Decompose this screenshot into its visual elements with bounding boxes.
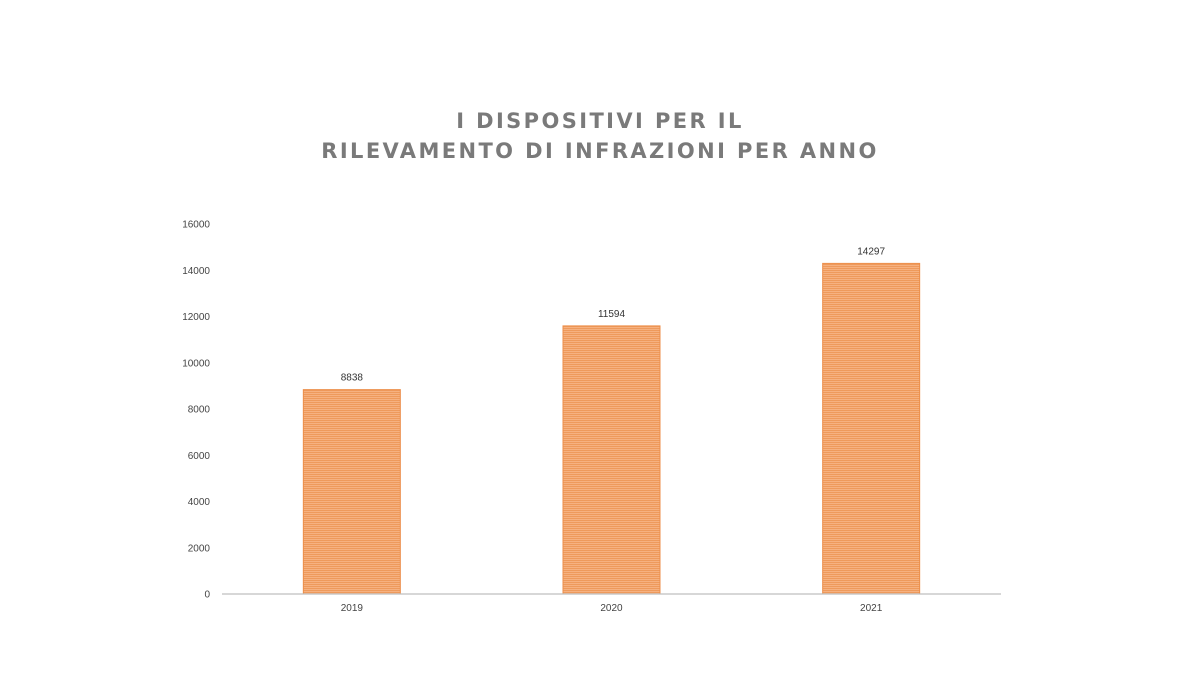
- y-tick-label: 10000: [182, 358, 210, 369]
- bar-2019: [302, 389, 401, 595]
- data-label-2019: 8838: [341, 373, 364, 384]
- chart-title-line-2: RILEVAMENTO DI INFRAZIONI PER ANNO: [321, 139, 879, 163]
- chart-title: I DISPOSITIVI PER IL RILEVAMENTO DI INFR…: [0, 106, 1200, 166]
- y-tick-label: 2000: [188, 543, 211, 554]
- bars-group: [302, 262, 921, 595]
- y-tick-label: 14000: [182, 266, 210, 277]
- y-tick-label: 4000: [188, 497, 211, 508]
- chart-title-line-1: I DISPOSITIVI PER IL: [456, 109, 744, 133]
- y-tick-label: 0: [204, 590, 210, 601]
- data-labels-group: 8838 11594 14297: [341, 246, 886, 383]
- bar-2020: [562, 325, 661, 595]
- x-tick-label: 2020: [600, 603, 623, 614]
- y-tick-label: 6000: [188, 451, 211, 462]
- x-tick-label: 2019: [341, 603, 364, 614]
- bar-2021: [822, 262, 921, 595]
- x-tick-label: 2021: [860, 603, 883, 614]
- y-tick-label: 8000: [188, 405, 211, 416]
- y-tick-label: 16000: [182, 220, 210, 231]
- y-tick-label: 12000: [182, 312, 210, 323]
- x-axis: 2019 2020 2021: [341, 603, 883, 614]
- data-label-2020: 11594: [598, 309, 626, 320]
- y-axis: 0 2000 4000 6000 8000 10000 12000 14000 16000: [182, 220, 210, 601]
- data-label-2021: 14297: [857, 246, 885, 257]
